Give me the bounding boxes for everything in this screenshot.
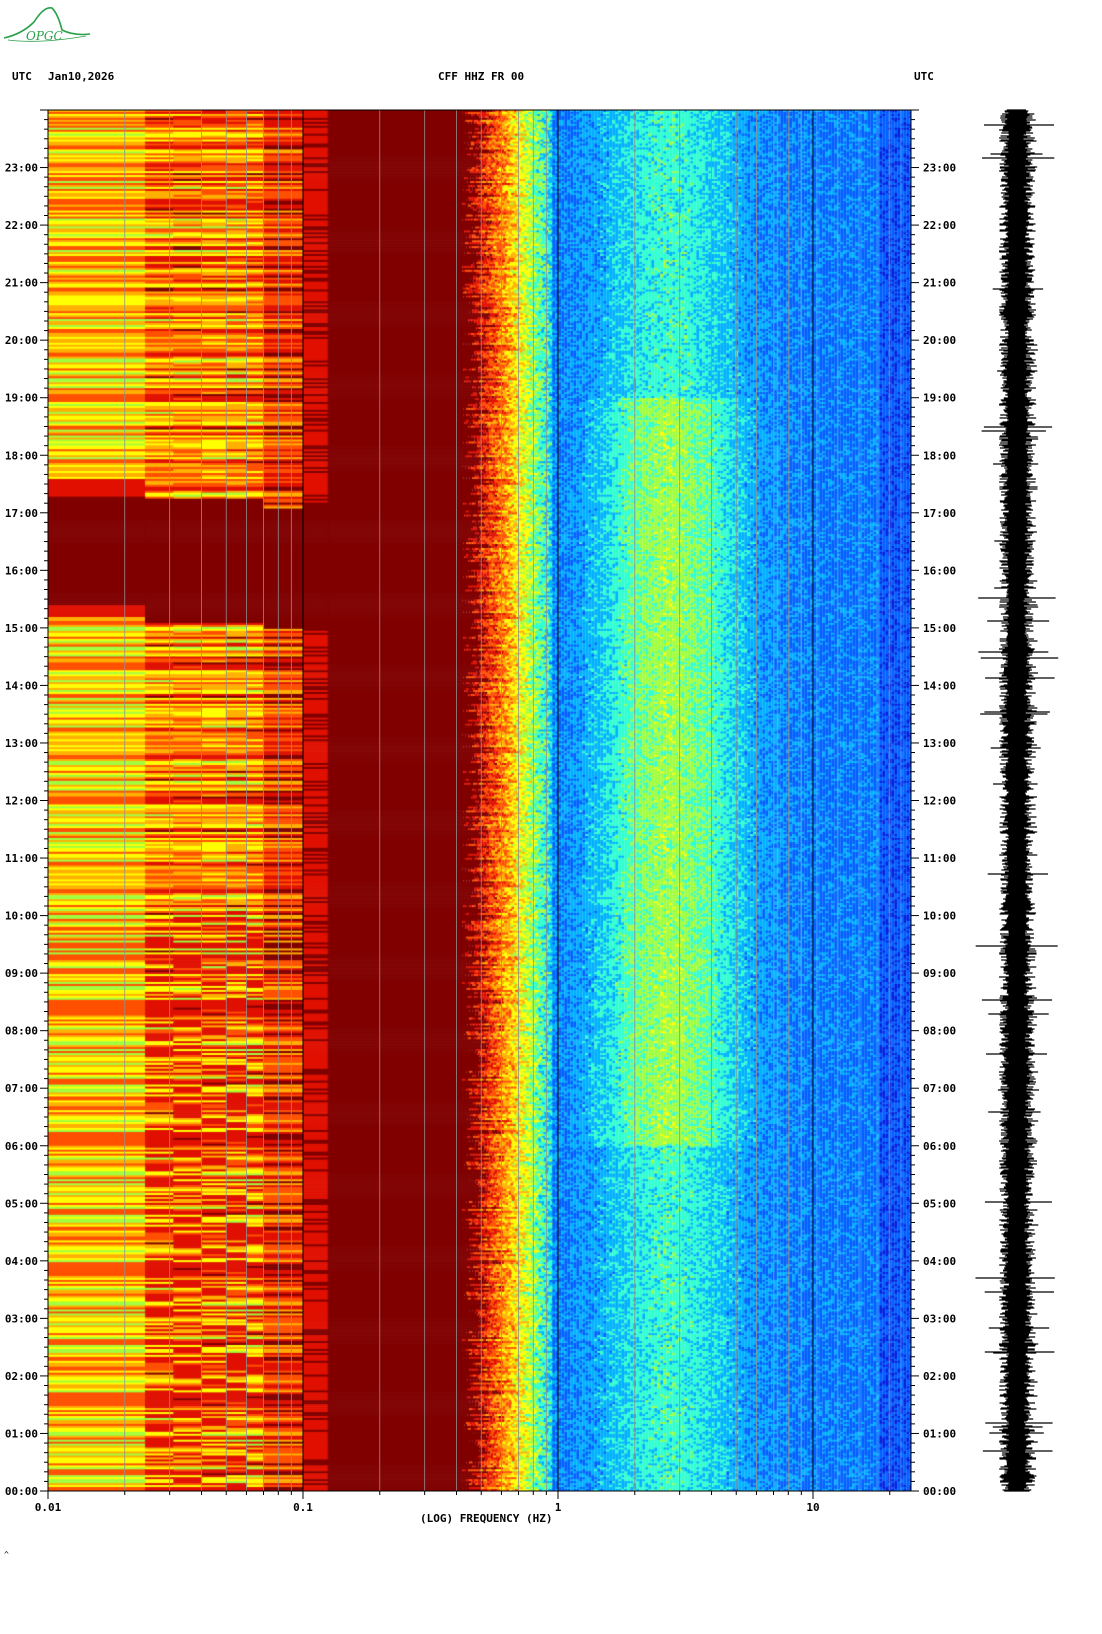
y-tick-label-right: 12:00 (923, 795, 956, 808)
x-axis-label: (LOG) FREQUENCY (HZ) (420, 1512, 553, 1525)
right-timezone-label: UTC (914, 70, 934, 83)
y-tick-label-right: 21:00 (923, 277, 956, 290)
y-tick-label-right: 17:00 (923, 507, 956, 520)
y-tick-label-right: 11:00 (923, 852, 956, 865)
y-tick-label-right: 04:00 (923, 1255, 956, 1268)
y-tick-label-left: 17:00 (5, 507, 38, 520)
y-tick-label-right: 01:00 (923, 1427, 956, 1440)
y-tick-label-left: 00:00 (5, 1485, 38, 1498)
frequency-gridlines (124, 110, 891, 1491)
y-tick-label-right: 02:00 (923, 1370, 956, 1383)
x-axis: 0.01 0.1 1 10 (35, 1491, 891, 1514)
y-tick-label-right: 13:00 (923, 737, 956, 750)
y-tick-label-left: 08:00 (5, 1025, 38, 1038)
y-tick-label-left: 22:00 (5, 219, 38, 232)
y-axis-left: 00:00 01:00 02:00 03:00 04:00 05:00 06:00 07:00… (5, 109, 48, 1498)
y-tick-label-left: 21:00 (5, 277, 38, 290)
y-tick-label-left: 13:00 (5, 737, 38, 750)
y-tick-label-left: 10:00 (5, 910, 38, 923)
y-tick-label-right: 20:00 (923, 334, 956, 347)
spectrogram-heatmap (48, 110, 911, 1491)
y-tick-label-right: 03:00 (923, 1312, 956, 1325)
y-tick-label-right: 16:00 (923, 564, 956, 577)
y-tick-label-left: 14:00 (5, 679, 38, 692)
y-tick-label-left: 15:00 (5, 622, 38, 635)
opgc-logo: OPGC (3, 6, 91, 43)
y-tick-label-left: 20:00 (5, 334, 38, 347)
volcano-icon (3, 6, 91, 39)
y-tick-label-left: 11:00 (5, 852, 38, 865)
trace-path (975, 109, 1059, 1492)
y-tick-label-left: 16:00 (5, 564, 38, 577)
y-tick-label-left: 03:00 (5, 1312, 38, 1325)
x-tick-label: 0.1 (293, 1501, 313, 1514)
x-tick-label: 0.01 (35, 1501, 62, 1514)
footer-mark: ^ (4, 1550, 9, 1559)
y-tick-label-right: 15:00 (923, 622, 956, 635)
y-tick-label-left: 23:00 (5, 162, 38, 175)
y-tick-label-right: 22:00 (923, 219, 956, 232)
x-tick-label: 1 (555, 1501, 562, 1514)
y-tick-label-right: 09:00 (923, 967, 956, 980)
y-tick-label-left: 07:00 (5, 1082, 38, 1095)
y-tick-label-left: 19:00 (5, 392, 38, 405)
y-tick-label-right: 14:00 (923, 679, 956, 692)
y-tick-label-left: 02:00 (5, 1370, 38, 1383)
y-tick-label-left: 01:00 (5, 1427, 38, 1440)
y-tick-label-right: 00:00 (923, 1485, 956, 1498)
left-timezone-label: UTC (12, 70, 32, 83)
y-tick-label-right: 23:00 (923, 162, 956, 175)
y-tick-label-left: 05:00 (5, 1197, 38, 1210)
y-tick-label-right: 07:00 (923, 1082, 956, 1095)
x-tick-label: 10 (806, 1501, 819, 1514)
logo-text: OPGC (26, 29, 63, 43)
y-tick-label-right: 05:00 (923, 1197, 956, 1210)
y-axis-right: 00:00 01:00 02:00 03:00 04:00 05:00 06:00 07:00… (911, 109, 956, 1498)
y-tick-label-left: 18:00 (5, 449, 38, 462)
y-tick-label-right: 19:00 (923, 392, 956, 405)
y-tick-label-right: 08:00 (923, 1025, 956, 1038)
date-label: Jan10,2026 (48, 70, 115, 83)
spectrogram-image (48, 110, 911, 1491)
y-tick-label-right: 18:00 (923, 449, 956, 462)
y-tick-label-left: 04:00 (5, 1255, 38, 1268)
y-tick-label-right: 10:00 (923, 910, 956, 923)
y-tick-label-right: 06:00 (923, 1140, 956, 1153)
station-label: CFF HHZ FR 00 (438, 70, 525, 83)
y-tick-label-left: 06:00 (5, 1140, 38, 1153)
y-tick-label-left: 09:00 (5, 967, 38, 980)
y-tick-label-left: 12:00 (5, 795, 38, 808)
seismogram-trace (975, 109, 1059, 1492)
